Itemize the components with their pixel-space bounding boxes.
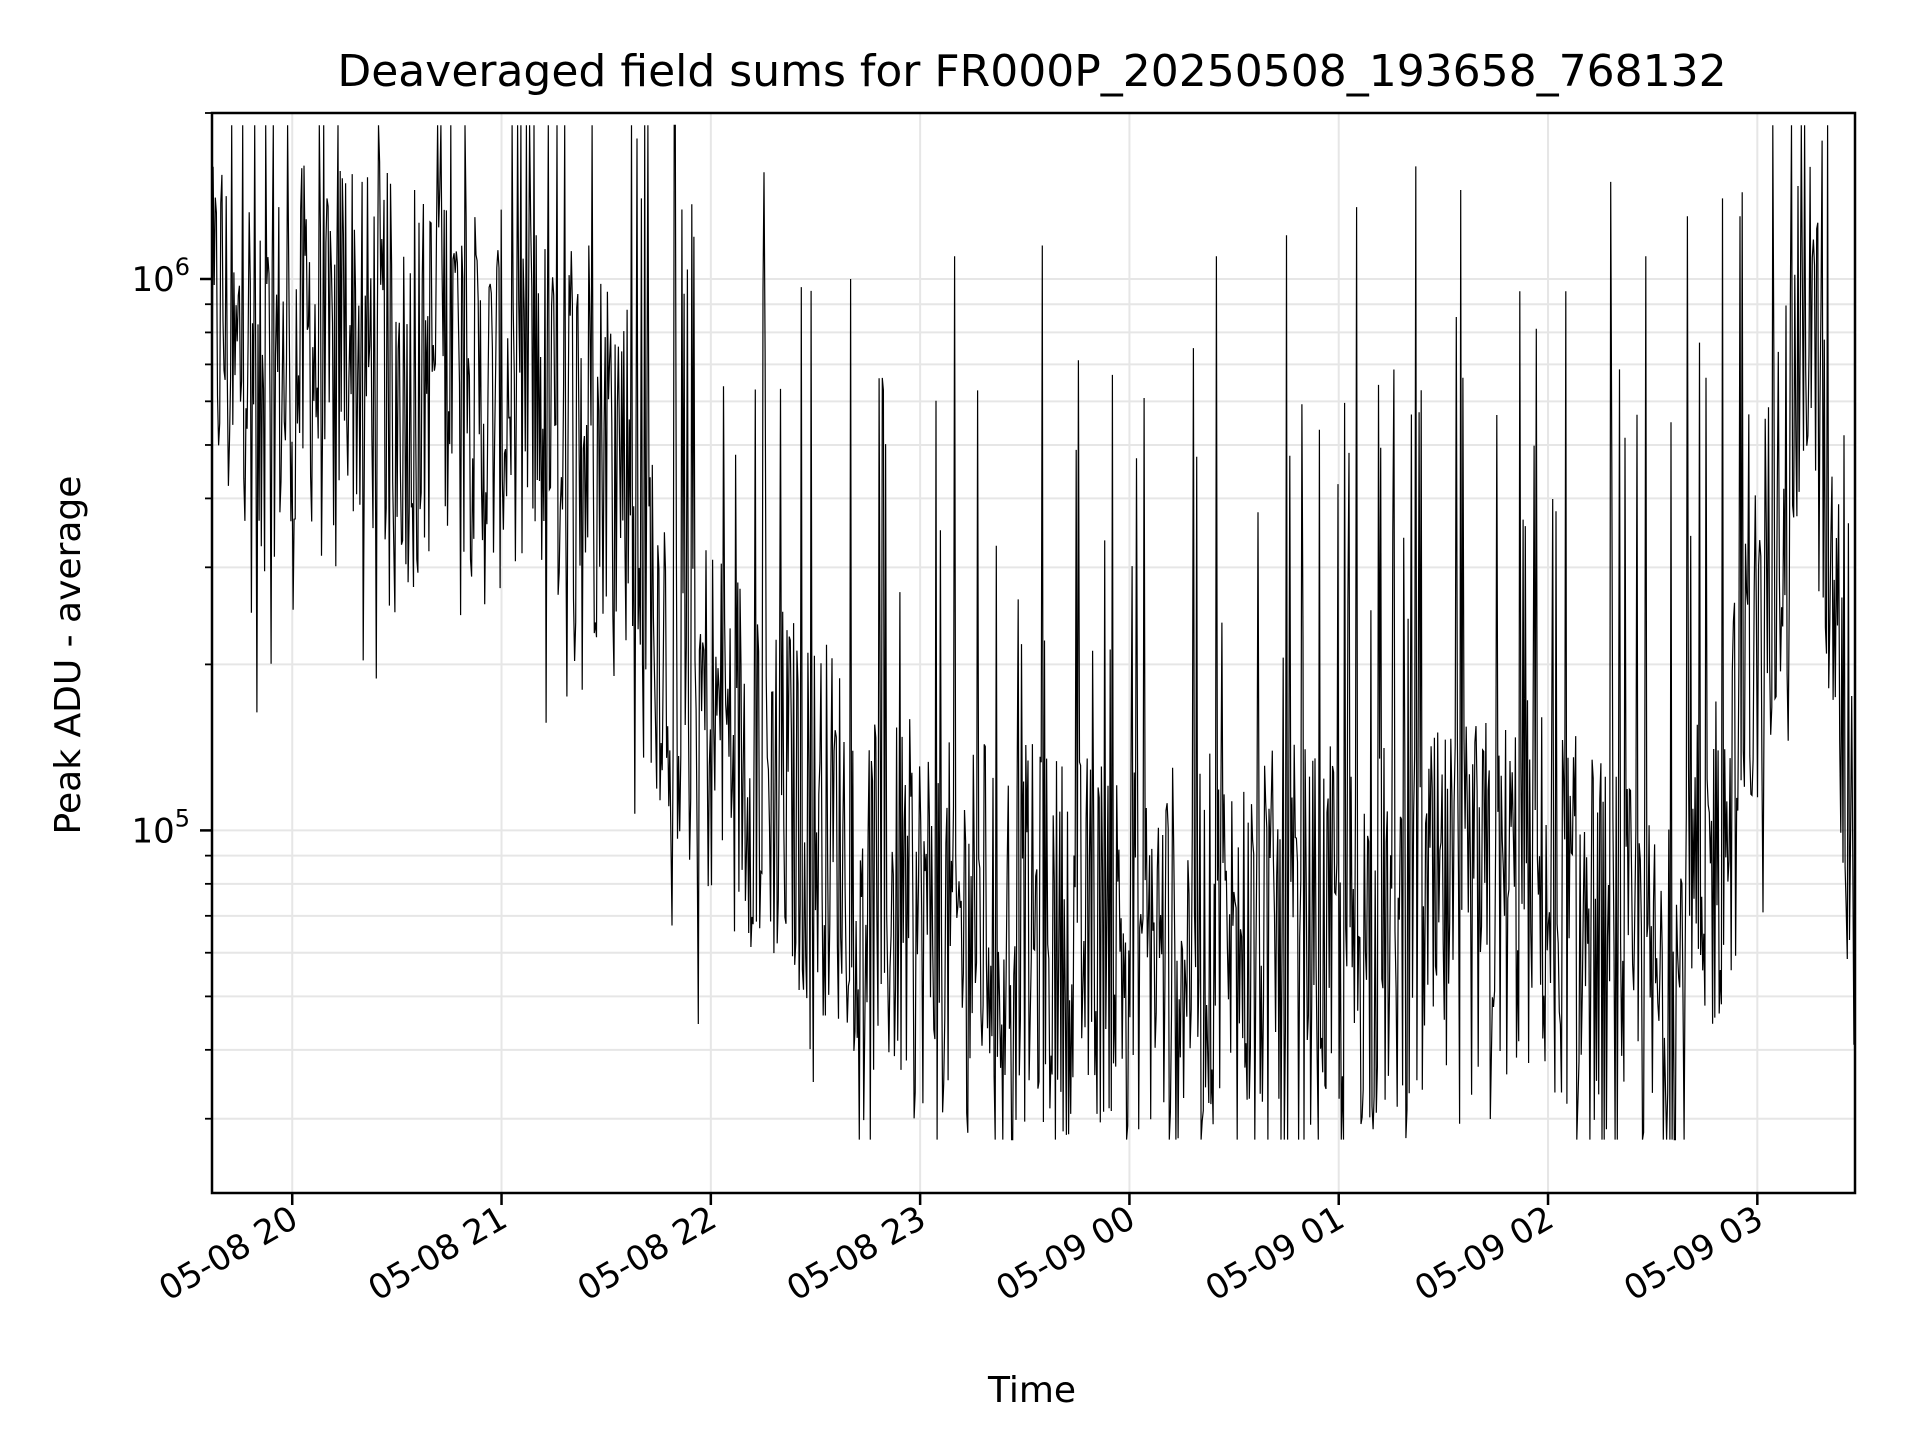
plot-frame [210, 111, 1857, 1195]
series-layer [211, 124, 1856, 1141]
chart-title: Deaveraged field sums for FR000P_2025050… [337, 46, 1726, 97]
series-line [211, 124, 1856, 1141]
y-tick-label: 106 [131, 253, 190, 300]
y-axis-label: Peak ADU - average [48, 476, 89, 835]
y-tick-label: 105 [131, 804, 190, 851]
x-axis-label: Time [987, 1370, 1076, 1411]
